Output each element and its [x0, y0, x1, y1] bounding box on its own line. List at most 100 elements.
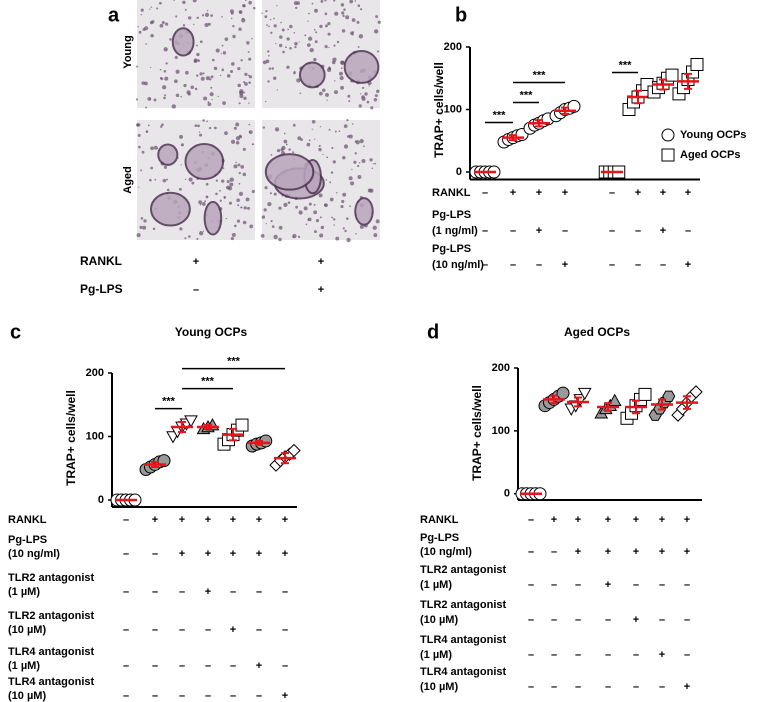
cell-dot — [334, 130, 337, 133]
cell-dot — [278, 43, 283, 48]
condition-cell: – — [528, 681, 534, 693]
cell-dot — [274, 127, 280, 132]
condition-cell: + — [685, 259, 691, 271]
cell-dot — [293, 1, 298, 6]
condition-cell: – — [230, 690, 236, 702]
cell-dot — [314, 230, 317, 233]
cell-dot — [354, 152, 357, 155]
condition-cell: – — [685, 225, 691, 237]
condition-label: (10 µM) — [420, 681, 458, 693]
cell-dot — [339, 71, 343, 76]
cell-dot — [242, 17, 244, 20]
cell-dot — [322, 88, 326, 92]
condition-cell: + — [256, 548, 262, 560]
cell-dot — [325, 24, 328, 28]
osteoclast — [157, 143, 179, 166]
cell-dot — [297, 136, 302, 141]
cell-dot — [159, 77, 162, 80]
cell-dot — [202, 230, 205, 232]
cell-dot — [357, 175, 362, 179]
condition-cell: – — [256, 586, 262, 598]
cell-dot — [376, 50, 380, 53]
cell-dot — [226, 180, 230, 184]
y-tick-label: 200 — [86, 367, 104, 379]
condition-cell: – — [635, 225, 641, 237]
cell-dot — [210, 75, 214, 79]
condition-cell: + — [635, 187, 641, 199]
cell-dot — [219, 189, 221, 192]
condition-label: TLR4 antagonist — [420, 666, 507, 678]
cell-dot — [236, 219, 241, 223]
cell-dot — [166, 188, 170, 192]
y-tick-label: 200 — [444, 41, 462, 53]
condition-cell: + — [605, 546, 611, 558]
cell-dot — [239, 135, 243, 139]
cell-dot — [375, 219, 380, 224]
cell-dot — [246, 41, 250, 45]
cell-dot — [248, 57, 252, 61]
cell-dot — [233, 164, 238, 169]
cell-dot — [201, 14, 205, 17]
cell-dot — [251, 37, 253, 40]
cell-dot — [304, 34, 307, 37]
cell-dot — [138, 186, 140, 188]
cell-dot — [185, 178, 187, 181]
cell-dot — [163, 96, 166, 100]
cell-dot — [278, 237, 282, 242]
condition-cell: – — [609, 225, 615, 237]
cell-dot — [235, 140, 240, 145]
cell-dot — [293, 70, 296, 73]
cell-dot — [154, 178, 157, 181]
cell-dot — [242, 172, 247, 177]
cell-dot — [330, 171, 334, 174]
osteoclast — [184, 143, 225, 181]
cell-dot — [288, 148, 291, 151]
legend-marker — [661, 148, 675, 162]
cell-dot — [147, 97, 152, 101]
data-point — [184, 415, 198, 428]
cell-dot — [342, 192, 347, 197]
cell-dot — [204, 22, 209, 28]
cell-dot — [206, 120, 208, 123]
cell-dot — [150, 166, 154, 170]
cell-dot — [199, 203, 202, 206]
cell-dot — [322, 153, 324, 156]
legend-marker — [661, 128, 675, 142]
osteoclast — [354, 197, 374, 226]
cell-dot — [137, 123, 141, 127]
cell-dot — [308, 139, 311, 142]
cell-dot — [287, 28, 289, 31]
cell-dot — [200, 76, 205, 81]
condition-cell: + — [684, 681, 690, 693]
cell-dot — [243, 81, 246, 84]
cell-dot — [240, 165, 245, 169]
cell-dot — [351, 18, 356, 22]
panel-letter: b — [455, 4, 467, 26]
condition-cell: – — [256, 690, 262, 702]
cell-dot — [374, 94, 378, 98]
condition-cell: – — [684, 614, 690, 626]
cell-dot — [324, 45, 328, 49]
cell-dot — [286, 37, 290, 41]
cell-dot — [289, 24, 293, 29]
cell-dot — [280, 21, 282, 24]
condition-cell: + — [660, 187, 666, 199]
condition-cell: + — [605, 514, 611, 526]
cell-dot — [359, 224, 364, 229]
cell-dot — [190, 85, 194, 90]
significance-label: *** — [533, 69, 547, 81]
cell-dot — [279, 35, 283, 39]
cell-dot — [247, 51, 250, 53]
cell-dot — [268, 54, 270, 57]
cell-dot — [361, 158, 366, 164]
cell-dot — [334, 90, 338, 95]
cell-dot — [165, 178, 168, 181]
cell-dot — [269, 192, 272, 195]
cell-dot — [196, 74, 199, 77]
cell-dot — [243, 96, 247, 100]
condition-cell: + — [684, 546, 690, 558]
cell-dot — [196, 44, 198, 47]
cell-dot — [215, 192, 218, 196]
cell-dot — [199, 40, 203, 44]
